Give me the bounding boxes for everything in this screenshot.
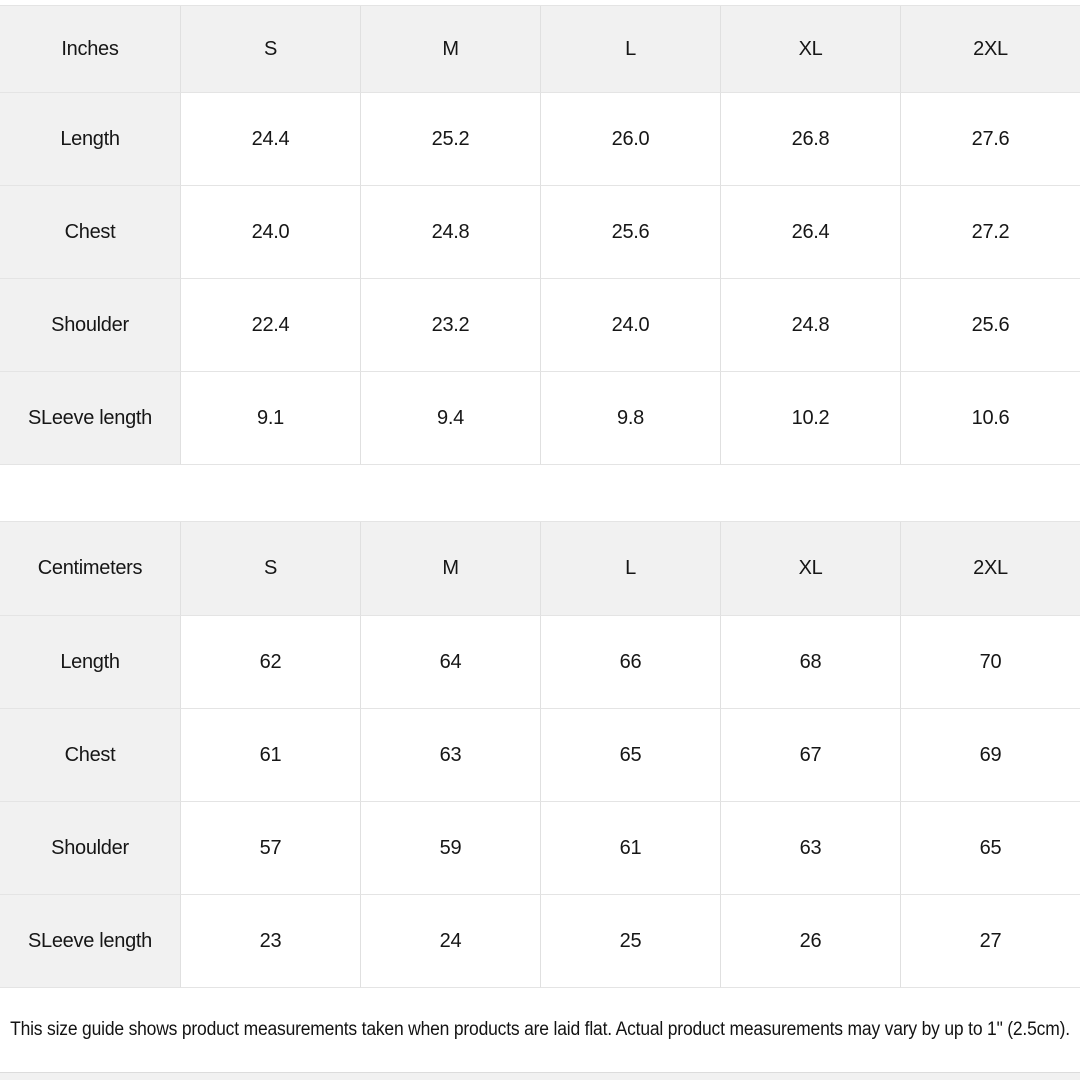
measurement-value-cell: 24.0: [540, 279, 720, 372]
size-column-header-l: L: [540, 522, 720, 616]
measurement-value-cell: 64: [360, 616, 540, 709]
measurement-row-label: SLeeve length: [0, 895, 180, 988]
measurement-value-cell: 59: [360, 802, 540, 895]
measurement-value-cell: 25.2: [360, 93, 540, 186]
measurement-value-cell: 65: [540, 709, 720, 802]
measurement-value-cell: 9.1: [180, 372, 360, 465]
measurement-value-cell: 68: [720, 616, 900, 709]
measurement-value-cell: 25: [540, 895, 720, 988]
size-column-header-xl: XL: [720, 6, 900, 93]
measurement-row-label: Shoulder: [0, 279, 180, 372]
measurement-value-cell: 26.8: [720, 93, 900, 186]
measurement-value-cell: 66: [540, 616, 720, 709]
measurement-row-label: Length: [0, 93, 180, 186]
measurement-row-label: Length: [0, 616, 180, 709]
measurement-value-cell: 10.6: [900, 372, 1080, 465]
unit-header-centimeters: Centimeters: [0, 522, 180, 616]
measurement-value-cell: 23: [180, 895, 360, 988]
measurement-row-label: Chest: [0, 186, 180, 279]
measurement-value-cell: 25.6: [540, 186, 720, 279]
size-table-centimeters: Centimeters S M L XL 2XL Length 62 64 66…: [0, 521, 1080, 988]
measurement-value-cell: 24.4: [180, 93, 360, 186]
measurement-value-cell: 9.4: [360, 372, 540, 465]
size-guide-footer: This size guide shows product measuremen…: [0, 988, 1080, 1072]
measurement-row-label: SLeeve length: [0, 372, 180, 465]
size-guide-note: This size guide shows product measuremen…: [10, 1019, 1070, 1040]
measurement-value-cell: 67: [720, 709, 900, 802]
measurement-value-cell: 26: [720, 895, 900, 988]
measurement-value-cell: 61: [540, 802, 720, 895]
measurement-value-cell: 63: [720, 802, 900, 895]
measurement-value-cell: 24.8: [360, 186, 540, 279]
unit-header-inches: Inches: [0, 6, 180, 93]
measurement-value-cell: 24.8: [720, 279, 900, 372]
size-column-header-s: S: [180, 522, 360, 616]
measurement-value-cell: 24: [360, 895, 540, 988]
bottom-section-edge: [0, 1072, 1080, 1080]
measurement-value-cell: 27: [900, 895, 1080, 988]
measurement-value-cell: 63: [360, 709, 540, 802]
size-column-header-s: S: [180, 6, 360, 93]
measurement-value-cell: 23.2: [360, 279, 540, 372]
measurement-value-cell: 25.6: [900, 279, 1080, 372]
size-column-header-m: M: [360, 522, 540, 616]
size-table-inches: Inches S M L XL 2XL Length 24.4 25.2 26.…: [0, 5, 1080, 465]
measurement-value-cell: 62: [180, 616, 360, 709]
measurement-value-cell: 27.2: [900, 186, 1080, 279]
measurement-value-cell: 57: [180, 802, 360, 895]
size-column-header-2xl: 2XL: [900, 522, 1080, 616]
size-column-header-l: L: [540, 6, 720, 93]
measurement-value-cell: 10.2: [720, 372, 900, 465]
measurement-row-label: Shoulder: [0, 802, 180, 895]
measurement-row-label: Chest: [0, 709, 180, 802]
measurement-value-cell: 26.4: [720, 186, 900, 279]
measurement-value-cell: 24.0: [180, 186, 360, 279]
measurement-value-cell: 26.0: [540, 93, 720, 186]
size-column-header-m: M: [360, 6, 540, 93]
size-column-header-2xl: 2XL: [900, 6, 1080, 93]
measurement-value-cell: 9.8: [540, 372, 720, 465]
measurement-value-cell: 27.6: [900, 93, 1080, 186]
measurement-value-cell: 22.4: [180, 279, 360, 372]
measurement-value-cell: 70: [900, 616, 1080, 709]
measurement-value-cell: 65: [900, 802, 1080, 895]
size-column-header-xl: XL: [720, 522, 900, 616]
measurement-value-cell: 69: [900, 709, 1080, 802]
measurement-value-cell: 61: [180, 709, 360, 802]
